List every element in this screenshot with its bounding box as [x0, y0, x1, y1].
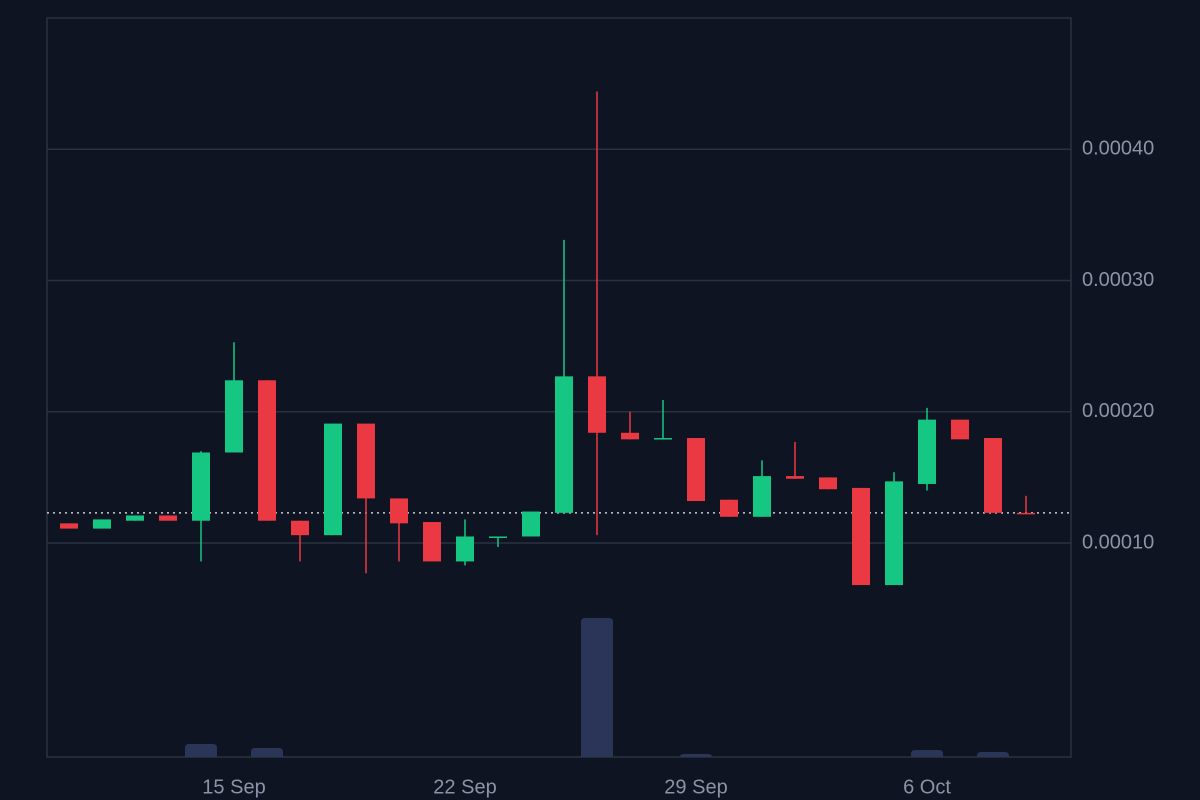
- volume-bar: [977, 752, 1009, 757]
- y-tick-label: 0.00010: [1082, 531, 1154, 553]
- candle-body: [126, 515, 144, 521]
- candle-body: [753, 476, 771, 517]
- candle-body: [225, 380, 243, 453]
- candle-body: [654, 438, 672, 440]
- x-tick-label: 22 Sep: [433, 776, 496, 798]
- candle-body: [522, 511, 540, 537]
- y-tick-label: 0.00020: [1082, 400, 1154, 422]
- candle-body: [60, 523, 78, 529]
- candle-body: [456, 536, 474, 562]
- candle-body: [621, 432, 639, 440]
- candle-body: [951, 419, 969, 440]
- candle-body: [324, 423, 342, 536]
- volume-bar: [911, 750, 943, 757]
- candle-body: [159, 515, 177, 521]
- plot-frame: [46, 17, 1072, 758]
- candle-body: [390, 498, 408, 524]
- candle-body: [918, 419, 936, 484]
- volume-bar: [680, 754, 712, 757]
- candle-body: [852, 487, 870, 586]
- candle-body: [258, 380, 276, 521]
- y-tick-label: 0.00040: [1082, 138, 1154, 160]
- candle-body: [555, 376, 573, 513]
- candle-body: [291, 520, 309, 536]
- volume-bar: [581, 618, 613, 757]
- candle-body: [588, 376, 606, 433]
- candle-body: [489, 536, 507, 538]
- candle-body: [93, 519, 111, 529]
- candle-body: [819, 477, 837, 490]
- x-tick-label: 15 Sep: [202, 776, 265, 798]
- volume-bar: [185, 744, 217, 757]
- y-tick-label: 0.00030: [1082, 269, 1154, 291]
- x-tick-label: 29 Sep: [664, 776, 727, 798]
- candle-body: [423, 522, 441, 562]
- candle-body: [192, 452, 210, 521]
- candle-body: [687, 438, 705, 502]
- candle-body: [786, 476, 804, 479]
- volume-bar: [251, 748, 283, 757]
- candle-body: [720, 499, 738, 517]
- candle-body: [1017, 512, 1035, 515]
- candle-body: [984, 438, 1002, 513]
- candle-body: [357, 423, 375, 499]
- candle-body: [885, 481, 903, 586]
- x-tick-label: 6 Oct: [903, 776, 951, 798]
